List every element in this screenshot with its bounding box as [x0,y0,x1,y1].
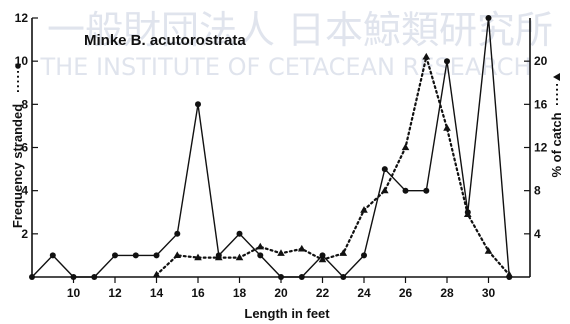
stranding-frequency-point [278,274,284,280]
left-axis-title: Frequency stranded [10,104,25,228]
left-y-tick-label: 2 [21,227,28,241]
x-tick-label: 20 [274,286,288,300]
stranding-frequency-point [444,58,450,65]
right-axis-ticks: 4 8 12 16 20 [524,54,548,241]
catch-percent-point [318,255,327,263]
stranding-frequency-point [257,252,264,259]
catch-percent-point [505,270,513,278]
x-tick-label: 22 [316,286,330,300]
stranding-frequency-point [91,274,98,280]
left-y-tick-label: 12 [15,11,29,25]
watermark-line-japanese: 一般財団法人 日本鯨類研究所 [47,8,553,52]
left-y-tick-label: 4 [21,184,28,198]
stranding-frequency-line [31,17,510,279]
stranding-frequency-point [132,252,139,259]
catch-percent-point [214,253,223,261]
right-axis-title-triangle-marker [553,73,560,81]
stranding-frequency-point [361,252,367,259]
series-frequency-stranded [29,15,513,280]
x-tick-label: 28 [440,286,454,300]
x-tick-label: 16 [191,286,205,300]
stranding-frequency-point [402,187,409,194]
catch-percent-point [173,251,182,258]
left-y-tick-label: 8 [21,97,28,111]
x-axis-ticks: 10 12 14 16 18 20 22 24 26 28 30 [67,277,496,300]
stranding-frequency-point [153,252,160,259]
series-layer [29,15,513,280]
stranding-frequency-point [423,187,430,194]
x-axis-title: Length in feet [244,306,330,321]
x-tick-label: 10 [67,286,81,300]
right-y-tick-label: 4 [534,227,541,241]
catch-percent-point [401,143,410,151]
right-y-tick-label: 16 [534,97,548,111]
x-tick-label: 14 [150,286,164,300]
watermark: 一般財団法人 日本鯨類研究所 THE INSTITUTE OF CETACEAN… [39,8,553,81]
catch-percent-point [422,52,431,60]
catch-percent-point [277,249,285,256]
right-y-tick-label: 8 [534,184,541,198]
catch-percent-point [152,270,161,278]
series-percent-of-catch [152,52,513,278]
catch-percent-point [443,124,451,131]
stranding-frequency-point [112,252,118,259]
catch-percent-point [360,206,368,213]
catch-percent-point [339,249,348,256]
chart-title: Minke B. acutorostrata [84,32,246,49]
catch-percent-point [484,247,493,254]
x-tick-label: 24 [357,286,371,300]
right-y-tick-label: 12 [534,141,548,155]
right-y-tick-label: 20 [534,54,548,68]
right-axis-title-group: % of catch [549,73,564,178]
stranding-frequency-point [236,230,243,237]
right-axis-title: % of catch [549,112,564,177]
stranding-frequency-point [70,274,77,280]
stranding-frequency-point [381,166,388,173]
x-tick-label: 18 [233,286,247,300]
catch-percent-point [235,253,244,261]
stranding-frequency-point [485,15,492,21]
left-axis-title-group: Frequency stranded [10,63,25,228]
catch-percent-point [463,210,472,217]
x-tick-label: 30 [482,286,496,300]
stranding-frequency-point [195,101,201,108]
stranding-frequency-point [340,274,347,280]
catch-percent-point [380,186,389,194]
stranding-frequency-point [319,252,326,259]
stranding-frequency-point [174,230,181,237]
stranding-frequency-point [49,252,56,259]
catch-percent-line [155,52,511,276]
stranding-frequency-point [29,274,35,280]
catch-percent-point [256,242,265,250]
left-y-tick-label: 6 [21,141,28,155]
stranding-frequency-point [298,274,305,280]
catch-percent-point [194,253,202,261]
x-tick-label: 26 [399,286,413,300]
x-tick-label: 12 [108,286,122,300]
left-axis-title-circle-marker [15,63,21,69]
catch-percent-point [297,244,306,252]
watermark-line-english: THE INSTITUTE OF CETACEAN RESEARCH [39,53,531,81]
